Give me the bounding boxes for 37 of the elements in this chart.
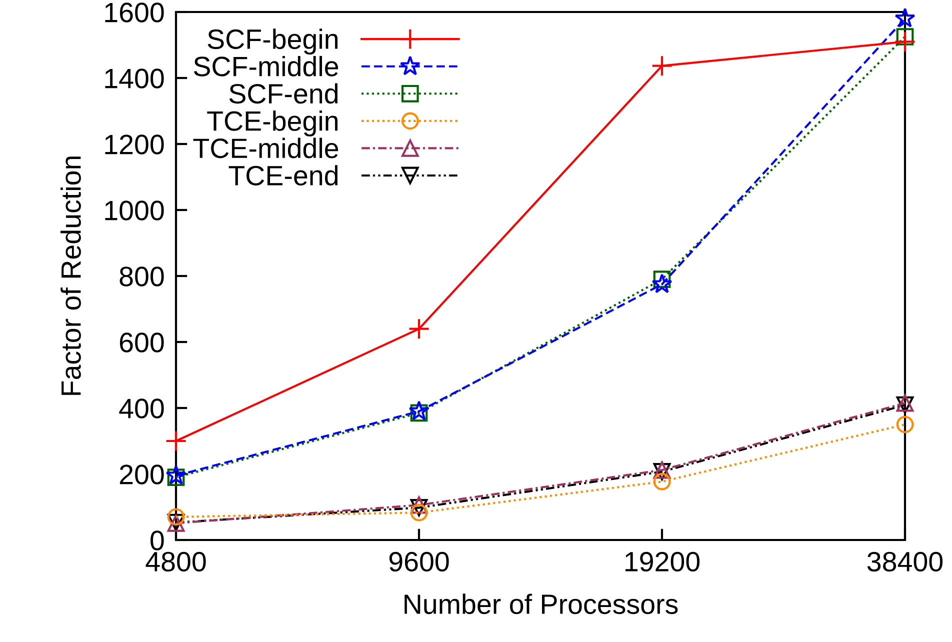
point: [165, 430, 187, 452]
x-axis-title: Number of Processors: [404, 594, 678, 614]
legend-label: SCF-middle: [194, 56, 338, 76]
point: [408, 400, 430, 420]
y-tick-label: 0: [150, 530, 164, 550]
point: [653, 270, 671, 288]
y-tick-label: 1200: [105, 134, 164, 154]
point: [408, 318, 430, 340]
x-tick-label: 4800: [146, 552, 206, 572]
y-tick-label: 400: [119, 398, 164, 418]
legend-label: TCE-end: [228, 165, 338, 186]
y-tick-label: 1000: [105, 200, 164, 220]
point: [894, 30, 916, 52]
x-tick-label: 9600: [389, 552, 449, 572]
point: [894, 8, 916, 28]
legend-label: SCF-begin: [208, 28, 338, 55]
y-tick-label: 800: [120, 266, 164, 286]
y-tick-label: 1600: [105, 2, 164, 22]
legend-label: TCE-middle: [193, 138, 338, 158]
point: [166, 464, 186, 485]
point: [651, 55, 673, 77]
point: [410, 404, 428, 422]
point: [167, 508, 185, 526]
x-tick-label: 19200: [626, 552, 700, 572]
x-tick-label: 38400: [867, 552, 943, 572]
y-axis-title: Factor of Reduction: [60, 156, 81, 395]
legend-label: TCE-begin: [207, 110, 338, 136]
y-tick-label: 1400: [105, 68, 164, 88]
point: [896, 416, 914, 434]
legend-label: SCF-end: [229, 83, 338, 104]
y-tick-label: 600: [120, 332, 164, 352]
point: [652, 273, 672, 294]
point: [167, 468, 185, 486]
point: [653, 472, 671, 490]
point: [896, 28, 914, 46]
y-tick-label: 200: [120, 464, 164, 484]
point: [410, 504, 428, 522]
